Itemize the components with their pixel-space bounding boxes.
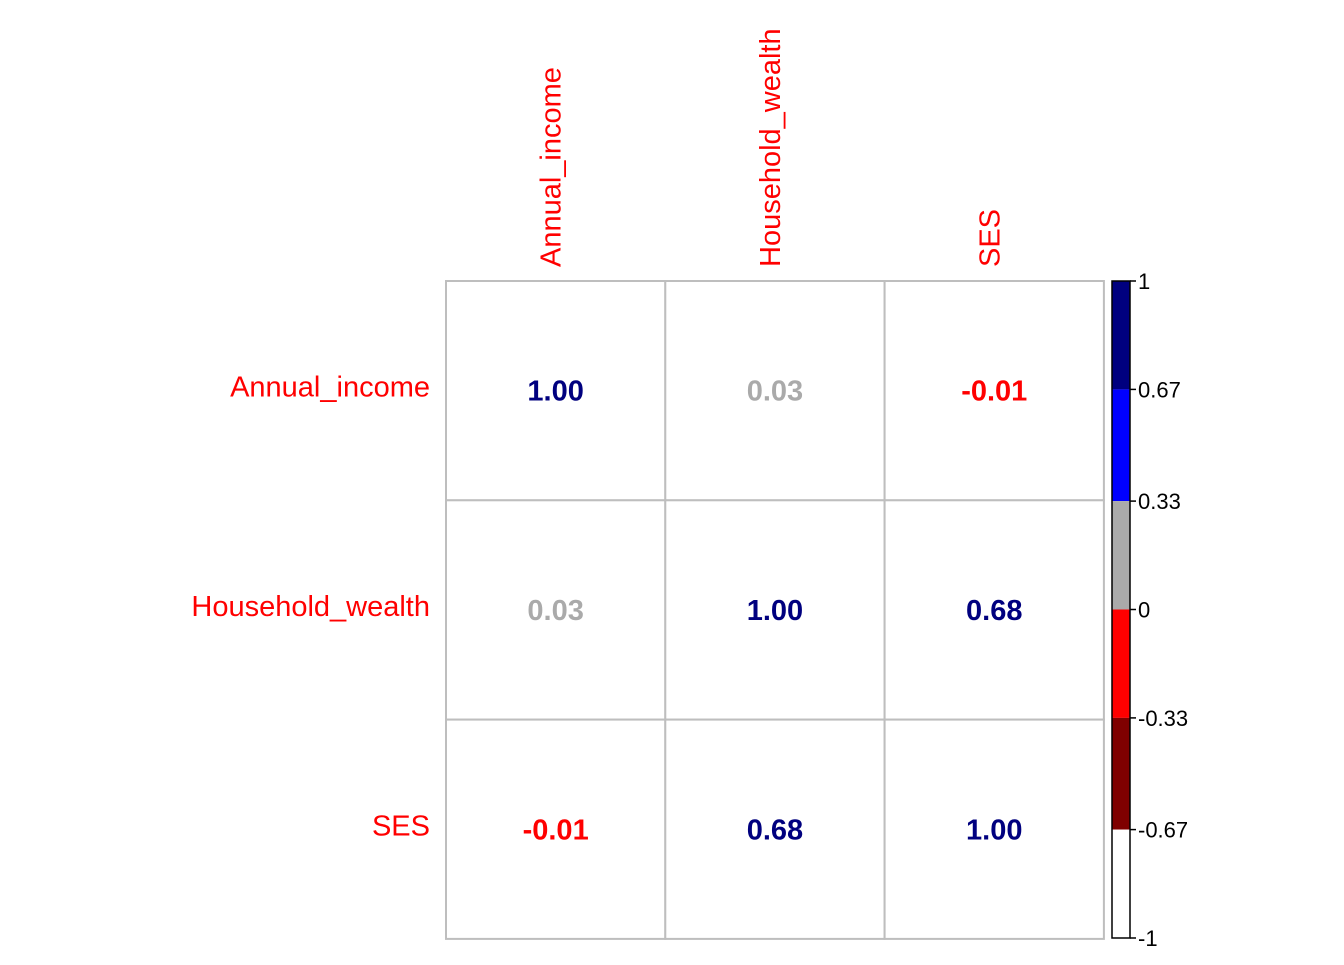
column-label-annual_income: Annual_income [536,67,568,267]
row-label-ses: SES [372,810,430,842]
column-labels: Annual_income Household_wealth SES [536,28,1007,267]
legend-tick-label-5: -0.67 [1138,818,1188,843]
matrix-cell-0-2 [883,280,1105,502]
cell-value-1-1: 1.00 [747,595,803,627]
legend-bin-3 [1112,609,1130,718]
matrix-cell-2-0 [445,718,667,940]
matrix-cell-2-1 [664,718,886,940]
legend-tick-label-1: 0.67 [1138,377,1181,402]
cell-values: 1.00 0.03 -0.01 0.03 1.00 0.68 -0.01 0.68 1.00 [523,376,1028,847]
matrix-cell-0-1 [664,280,886,502]
legend-bin-0 [1112,281,1130,390]
cell-value-0-1: 0.03 [747,376,803,408]
cell-value-1-2: 0.68 [966,595,1022,627]
legend-bin-1 [1112,389,1130,502]
legend-bin-2 [1112,501,1130,610]
matrix-cell-0-0 [445,280,667,502]
column-label-household_wealth: Household_wealth [755,28,787,267]
matrix-cell-1-2 [883,499,1105,721]
matrix-grid [445,280,1105,940]
cell-value-0-2: -0.01 [961,376,1027,408]
column-label-ses: SES [974,209,1006,267]
legend-tick-label-6: -1 [1138,926,1158,951]
legend-tick-label-3: 0 [1138,598,1150,623]
legend-bin-4 [1112,717,1130,830]
cell-value-1-0: 0.03 [527,595,583,627]
cell-value-2-2: 1.00 [966,814,1022,846]
row-labels: Annual_income Household_wealth SES [191,372,430,843]
row-label-annual_income: Annual_income [230,372,430,404]
color-legend: 1 0.67 0.33 0 -0.33 -0.67 -1 [1111,269,1188,951]
matrix-cell-1-0 [445,499,667,721]
legend-tick-label-4: -0.33 [1138,706,1188,731]
legend-tick-label-0: 1 [1138,269,1150,294]
row-label-household_wealth: Household_wealth [191,591,430,623]
legend-bin-5 [1112,829,1130,938]
matrix-cell-1-1 [664,499,886,721]
cell-value-0-0: 1.00 [527,376,583,408]
cell-value-2-0: -0.01 [523,814,589,846]
legend-tick-label-2: 0.33 [1138,489,1181,514]
cell-value-2-1: 0.68 [747,814,803,846]
matrix-cell-2-2 [883,718,1105,940]
